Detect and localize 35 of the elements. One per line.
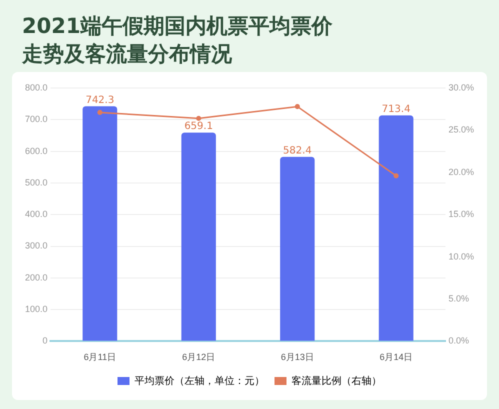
legend-label: 客流量比例（右轴） <box>292 374 382 387</box>
y-tick-label: 700.0 <box>24 114 48 124</box>
point <box>196 116 202 121</box>
x-tick-label: 6月14日 <box>380 352 413 362</box>
x-tick-label: 6月12日 <box>182 352 216 362</box>
y2-tick-label: 25.0% <box>448 124 474 135</box>
y2-tick-label: 30.0% <box>448 82 474 92</box>
data-label: 713.4 <box>382 104 410 116</box>
y2-tick-label: 5.0% <box>448 293 469 304</box>
y2-tick-label: 20.0% <box>448 166 474 177</box>
y-tick-label: 500.0 <box>24 177 48 188</box>
y2-tick-label: 0.0% <box>448 336 469 346</box>
x-tick-label: 6月11日 <box>84 352 116 362</box>
y2-tick-label: 15.0% <box>448 209 474 220</box>
y-tick-label: 100.0 <box>24 304 48 314</box>
y-tick-label: 200.0 <box>24 272 48 282</box>
data-label: 742.3 <box>86 94 114 106</box>
bar <box>82 106 118 341</box>
y-tick-label: 300.0 <box>24 240 48 251</box>
y-tick-label: 800.0 <box>24 82 48 92</box>
point <box>294 104 300 110</box>
bar <box>280 156 315 341</box>
point <box>97 110 102 116</box>
y-tick-label: 600.0 <box>24 146 48 156</box>
legend-label: 平均票价（左轴，单位：元） <box>134 374 264 387</box>
bar <box>181 132 216 341</box>
y-tick-label: 400.0 <box>24 209 48 220</box>
data-label: 659.1 <box>184 121 213 132</box>
data-label: 582.4 <box>283 145 312 156</box>
chart-title: 2021端午假期国内机票平均票价走势及客流量分布情况 <box>22 13 334 68</box>
y2-tick-label: 10.0% <box>448 251 474 262</box>
x-tick-label: 6月13日 <box>280 352 314 362</box>
y-tick-label: 0 <box>42 336 48 346</box>
point <box>394 173 399 178</box>
bar <box>378 115 414 341</box>
